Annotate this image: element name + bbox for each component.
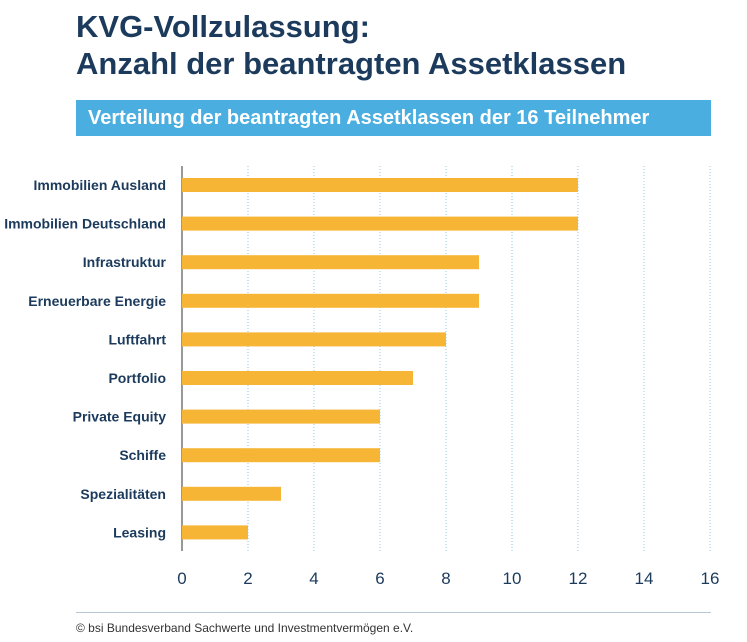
source-note: © bsi Bundesverband Sachwerte und Invest… (76, 621, 414, 635)
bar-9 (182, 525, 248, 540)
footer-divider (76, 612, 711, 613)
category-label-2: Infrastruktur (83, 254, 167, 270)
category-label-0: Immobilien Ausland (34, 177, 167, 193)
category-label-4: Luftfahrt (108, 331, 166, 347)
title-line-2: Anzahl der beantragten Assetklassen (76, 46, 627, 81)
x-tick-label-4: 4 (309, 569, 318, 588)
title-line-1: KVG-Vollzulassung: (76, 9, 370, 44)
bar-4 (182, 332, 446, 347)
bar-2 (182, 255, 479, 270)
chart-title: KVG-Vollzulassung: Anzahl der beantragte… (76, 8, 626, 82)
subtitle-banner: Verteilung der beantragten Assetklassen … (76, 100, 711, 136)
category-label-5: Portfolio (108, 370, 166, 386)
bar-3 (182, 293, 479, 308)
category-label-8: Spezialitäten (80, 486, 166, 502)
bar-8 (182, 486, 281, 501)
x-tick-label-16: 16 (701, 569, 720, 588)
x-tick-label-14: 14 (635, 569, 654, 588)
category-label-9: Leasing (113, 524, 166, 540)
category-label-6: Private Equity (73, 409, 167, 425)
x-tick-label-6: 6 (375, 569, 384, 588)
bar-7 (182, 448, 380, 463)
x-tick-label-8: 8 (441, 569, 450, 588)
x-tick-label-2: 2 (243, 569, 252, 588)
category-label-3: Erneuerbare Energie (28, 293, 166, 309)
bar-6 (182, 409, 380, 424)
bar-0 (182, 178, 578, 192)
x-tick-label-0: 0 (177, 569, 186, 588)
bar-5 (182, 371, 413, 385)
category-label-7: Schiffe (119, 447, 166, 463)
category-label-1: Immobilien Deutschland (4, 216, 166, 232)
bar-1 (182, 216, 578, 231)
x-tick-label-10: 10 (503, 569, 522, 588)
x-tick-label-12: 12 (569, 569, 588, 588)
